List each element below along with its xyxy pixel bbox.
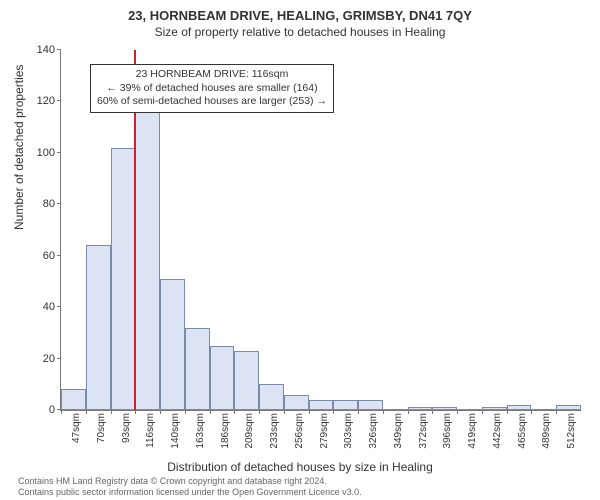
- x-axis-label: Distribution of detached houses by size …: [0, 460, 600, 474]
- x-tick-label: 512sqm: [560, 413, 577, 449]
- x-tick-label: 396sqm: [436, 413, 453, 449]
- footer-line-2: Contains public sector information licen…: [18, 487, 362, 497]
- annotation-line-1: 23 HORNBEAM DRIVE: 116sqm: [97, 68, 327, 82]
- x-tick-label: 186sqm: [214, 413, 231, 449]
- annotation-box: 23 HORNBEAM DRIVE: 116sqm ← 39% of detac…: [90, 64, 334, 113]
- histogram-bar: [111, 148, 136, 410]
- x-tick-label: 163sqm: [189, 413, 206, 449]
- annotation-line-2: ← 39% of detached houses are smaller (16…: [97, 82, 327, 96]
- histogram-bar: [210, 346, 235, 410]
- y-tick-label: 60: [43, 250, 61, 262]
- title-main: 23, HORNBEAM DRIVE, HEALING, GRIMSBY, DN…: [0, 0, 600, 23]
- x-tick-label: 279sqm: [313, 413, 330, 449]
- histogram-bar: [333, 400, 358, 410]
- x-tick-label: 303sqm: [337, 413, 354, 449]
- histogram-bar: [432, 407, 457, 410]
- histogram-bar: [185, 328, 210, 410]
- x-tick-label: 233sqm: [263, 413, 280, 449]
- x-tick-label: 326sqm: [362, 413, 379, 449]
- y-tick-label: 40: [43, 301, 61, 313]
- y-tick-label: 20: [43, 353, 61, 365]
- histogram-bar: [383, 409, 408, 410]
- histogram-bar: [284, 395, 309, 410]
- x-tick-label: 47sqm: [65, 413, 82, 443]
- histogram-bar: [61, 389, 86, 410]
- x-tick-label: 465sqm: [511, 413, 528, 449]
- histogram-bar: [556, 405, 581, 410]
- footer: Contains HM Land Registry data © Crown c…: [18, 476, 362, 497]
- histogram-bar: [507, 405, 532, 410]
- histogram-bar: [408, 407, 433, 410]
- histogram-bar: [86, 245, 111, 410]
- y-tick-label: 100: [37, 147, 61, 159]
- histogram-bar: [482, 407, 507, 410]
- annotation-line-3: 60% of semi-detached houses are larger (…: [97, 95, 327, 109]
- x-tick-label: 442sqm: [486, 413, 503, 449]
- histogram-bar: [358, 400, 383, 410]
- x-tick-label: 489sqm: [535, 413, 552, 449]
- histogram-bar: [234, 351, 259, 410]
- x-tick-label: 70sqm: [90, 413, 107, 443]
- y-tick-label: 140: [37, 44, 61, 56]
- histogram-bar: [309, 400, 334, 410]
- histogram-bar: [259, 384, 284, 410]
- y-tick-label: 80: [43, 198, 61, 210]
- chart-container: 23, HORNBEAM DRIVE, HEALING, GRIMSBY, DN…: [0, 0, 600, 500]
- x-tick-label: 116sqm: [139, 413, 156, 448]
- x-tick-label: 372sqm: [412, 413, 429, 449]
- x-tick-label: 209sqm: [238, 413, 255, 449]
- x-tick-label: 419sqm: [461, 413, 478, 449]
- x-tick-label: 256sqm: [288, 413, 305, 449]
- histogram-bar: [531, 409, 556, 410]
- histogram-bar: [457, 409, 482, 410]
- x-tick-label: 349sqm: [387, 413, 404, 449]
- y-axis-label: Number of detached properties: [12, 65, 26, 230]
- footer-line-1: Contains HM Land Registry data © Crown c…: [18, 476, 362, 486]
- title-sub: Size of property relative to detached ho…: [0, 23, 600, 43]
- chart-area: 02040608010012014047sqm70sqm93sqm116sqm1…: [60, 50, 580, 410]
- x-tick-label: 140sqm: [164, 413, 181, 449]
- x-tick-label: 93sqm: [115, 413, 132, 443]
- histogram-bar: [160, 279, 185, 410]
- y-tick-label: 0: [49, 404, 61, 416]
- histogram-bar: [135, 109, 160, 410]
- y-tick-label: 120: [37, 95, 61, 107]
